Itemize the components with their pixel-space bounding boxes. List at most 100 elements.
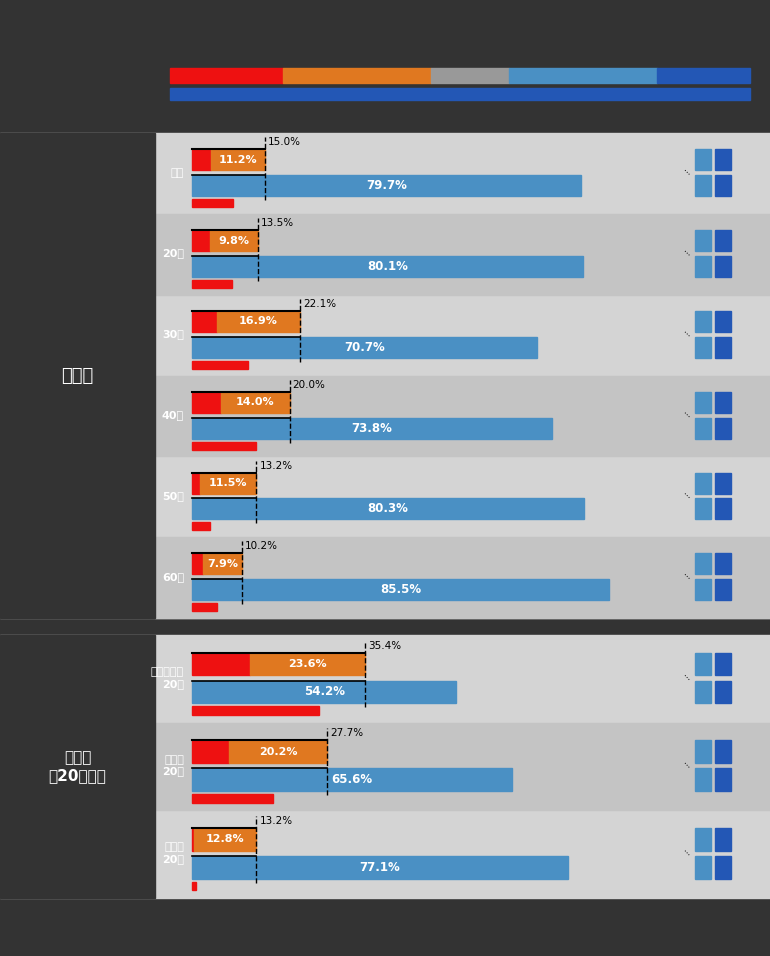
Bar <box>192 706 319 715</box>
Text: 40代: 40代 <box>162 410 184 420</box>
Text: 12.8%: 12.8% <box>206 835 245 844</box>
Text: 80.1%: 80.1% <box>367 260 408 272</box>
Text: 東京圏
20代: 東京圏 20代 <box>162 755 184 776</box>
Bar <box>192 522 210 531</box>
Text: 16.9%: 16.9% <box>239 316 278 326</box>
Bar <box>192 603 216 611</box>
Bar <box>192 418 552 439</box>
Bar <box>715 472 731 493</box>
Bar <box>695 230 711 251</box>
Text: 80.3%: 80.3% <box>367 502 408 515</box>
Bar <box>695 472 711 493</box>
Bar <box>192 149 210 170</box>
Text: 50代: 50代 <box>162 491 184 501</box>
Bar <box>192 498 584 519</box>
Text: 79.7%: 79.7% <box>366 179 407 192</box>
Bar <box>715 498 731 519</box>
Bar <box>715 579 731 600</box>
Bar <box>431 68 509 83</box>
Text: 地域別
（20歳代）: 地域別 （20歳代） <box>49 750 106 783</box>
Bar <box>210 149 265 170</box>
Text: 15.0%: 15.0% <box>268 137 301 147</box>
Bar <box>695 392 711 413</box>
Bar <box>715 740 731 763</box>
Bar <box>715 175 731 196</box>
Text: 60代: 60代 <box>162 572 184 582</box>
Bar <box>192 579 609 600</box>
Bar <box>695 579 711 600</box>
Bar <box>249 653 365 675</box>
Bar <box>217 311 300 332</box>
Text: 7.9%: 7.9% <box>207 559 238 569</box>
Text: 77.1%: 77.1% <box>360 860 400 874</box>
Bar <box>192 856 568 879</box>
Bar <box>192 794 273 803</box>
Bar <box>203 554 242 575</box>
Bar <box>715 337 731 358</box>
Bar <box>192 337 537 358</box>
Bar <box>715 856 731 879</box>
Bar <box>509 68 658 83</box>
Bar <box>192 311 217 332</box>
Bar <box>715 653 731 675</box>
Bar <box>695 740 711 763</box>
Text: 14.0%: 14.0% <box>236 397 275 407</box>
Bar <box>715 392 731 413</box>
Text: 22.1%: 22.1% <box>303 299 336 309</box>
Text: 27.7%: 27.7% <box>330 728 363 738</box>
Text: 20.2%: 20.2% <box>259 747 297 756</box>
Bar <box>695 769 711 791</box>
Bar <box>192 681 457 704</box>
Bar <box>715 681 731 704</box>
Bar <box>192 472 200 493</box>
Bar <box>229 740 327 763</box>
Bar <box>210 230 258 251</box>
Bar <box>192 256 583 277</box>
Bar <box>155 537 770 618</box>
Bar <box>715 554 731 575</box>
Text: 73.8%: 73.8% <box>352 422 393 435</box>
Bar <box>194 828 256 851</box>
Bar <box>658 68 750 83</box>
Text: 35.4%: 35.4% <box>368 641 401 650</box>
Bar <box>695 149 711 170</box>
Bar <box>0 635 770 898</box>
Bar <box>695 498 711 519</box>
Bar <box>192 828 194 851</box>
Bar <box>715 828 731 851</box>
Bar <box>0 635 155 898</box>
Bar <box>221 392 290 413</box>
Bar <box>155 723 770 811</box>
Bar <box>192 280 232 288</box>
Text: 85.5%: 85.5% <box>380 583 421 597</box>
Bar <box>192 554 203 575</box>
Bar <box>200 472 256 493</box>
Text: 全体: 全体 <box>171 167 184 178</box>
Bar <box>715 311 731 332</box>
Text: 10.2%: 10.2% <box>245 541 278 552</box>
Text: 13.2%: 13.2% <box>259 461 293 470</box>
Bar <box>695 554 711 575</box>
Bar <box>695 175 711 196</box>
Bar <box>0 133 155 618</box>
Text: 年代別: 年代別 <box>62 366 94 384</box>
Text: 11.2%: 11.2% <box>219 155 257 164</box>
Text: 20代: 20代 <box>162 249 184 258</box>
Text: 30代: 30代 <box>162 329 184 339</box>
Bar <box>192 392 221 413</box>
Text: 54.2%: 54.2% <box>303 685 345 699</box>
Bar <box>715 769 731 791</box>
Text: 大阪圏
20代: 大阪圏 20代 <box>162 842 184 864</box>
Bar <box>192 175 581 196</box>
Text: 13.2%: 13.2% <box>259 815 293 826</box>
Bar <box>695 653 711 675</box>
Bar <box>715 230 731 251</box>
Bar <box>155 376 770 456</box>
Bar <box>283 68 431 83</box>
Text: 65.6%: 65.6% <box>332 773 373 786</box>
Bar <box>0 133 770 618</box>
Bar <box>695 418 711 439</box>
Bar <box>192 881 196 890</box>
Bar <box>155 214 770 294</box>
Bar <box>170 88 750 100</box>
